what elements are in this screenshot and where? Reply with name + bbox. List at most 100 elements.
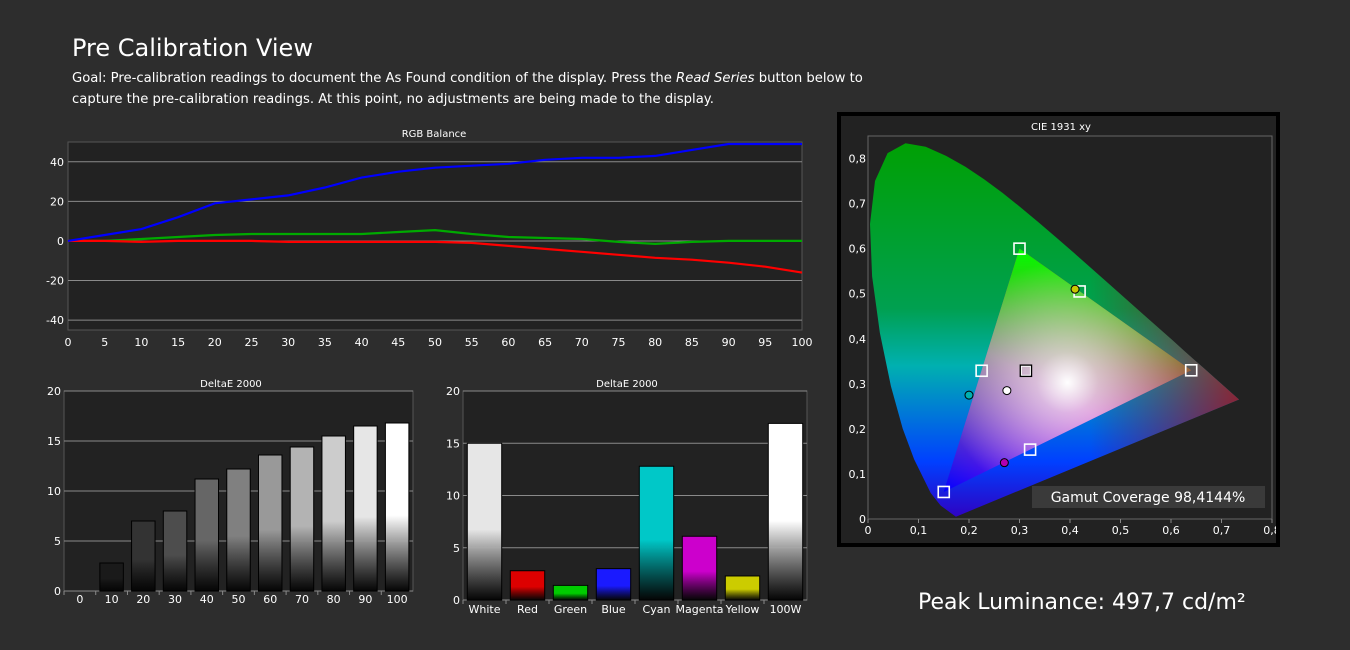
rgb-xtick-label: 65	[538, 336, 552, 349]
gs-xtick-label: 40	[200, 593, 214, 606]
rgb-xtick-label: 90	[722, 336, 736, 349]
gs-bar	[321, 435, 346, 592]
col-ytick-label: 0	[453, 594, 460, 607]
cie-chart-title: CIE 1931 xy	[1031, 122, 1091, 133]
rgb-balance-chart: RGB Balance -40 -20 0 20 40 0 5 10 15 20 25 30 35 40 4…	[46, 129, 812, 349]
gs-bar	[384, 422, 410, 592]
peak-luminance: Peak Luminance: 497,7 cd/m²	[918, 590, 1246, 615]
goal-text: Goal: Pre-calibration readings to docume…	[72, 68, 872, 110]
gs-xtick-label: 90	[358, 593, 372, 606]
cie-ytick-label: 0,8	[849, 153, 867, 166]
col-grid	[463, 390, 807, 601]
gs-bars	[99, 422, 410, 592]
gs-bar	[162, 510, 188, 592]
rgb-series-line	[68, 228, 802, 246]
gs-ytick-label: 10	[47, 485, 61, 498]
col-ytick-label: 20	[446, 385, 460, 398]
cie-target-red	[1184, 364, 1198, 377]
rgb-xtick-label: 100	[792, 336, 813, 349]
gs-ytick-label: 15	[47, 435, 61, 448]
cie-target-magenta	[1023, 443, 1037, 456]
cie-ytick-label: 0,6	[849, 243, 867, 256]
cie-xtick-label: 0,7	[1213, 524, 1231, 537]
rgb-ytick-label: -20	[46, 275, 64, 288]
cie-target-cyan	[975, 364, 988, 378]
col-bar	[638, 465, 675, 601]
cie-triangle-white	[943, 248, 1192, 492]
col-xtick-label: White	[469, 603, 501, 616]
col-xtick-label: Yellow	[725, 603, 760, 616]
col-xtick-label: 100W	[770, 603, 802, 616]
cie-xtick-label: 0,4	[1061, 524, 1079, 537]
rgb-xtick-label: 15	[171, 336, 185, 349]
cie-ytick-label: 0	[859, 513, 866, 526]
cie-target-blue	[937, 485, 951, 499]
cie-chart-frame: CIE 1931 xy 0 0,1 0,2 0,3 0,4 0,5 0,6 0,7 0,8 0 0,…	[837, 112, 1281, 547]
gs-ytick-label: 5	[54, 535, 61, 548]
cie-gamut-triangle	[943, 248, 1192, 492]
rgb-xtick-label: 55	[465, 336, 479, 349]
cie-target-white-inner	[1020, 365, 1031, 376]
col-ytick-label: 10	[446, 490, 460, 503]
col-xtick-label: Blue	[601, 603, 626, 616]
rgb-tick-labels: -40 -20 0 20 40 0 5 10 15 20 25 30 35 40 45 50 55 60 65 70 7…	[46, 156, 812, 349]
gs-bar	[289, 446, 315, 592]
gs-xtick-label: 50	[232, 593, 246, 606]
rgb-xtick-label: 25	[245, 336, 259, 349]
gs-xtick-label: 70	[295, 593, 309, 606]
gs-bar	[226, 468, 251, 592]
gs-xtick-label: 80	[327, 593, 341, 606]
gs-bar	[131, 520, 156, 592]
rgb-ytick-label: 0	[57, 235, 64, 248]
col-xtick-label: Magenta	[675, 603, 723, 616]
gs-ytick-label: 20	[47, 385, 61, 398]
gs-ytick-label: 0	[54, 585, 61, 598]
col-xtick-label: Red	[517, 603, 538, 616]
rgb-xtick-label: 45	[391, 336, 405, 349]
cie-measured-magenta	[999, 458, 1009, 468]
col-bar	[681, 535, 718, 601]
rgb-xtick-label: 35	[318, 336, 332, 349]
rgb-ytick-label: 20	[50, 195, 64, 208]
rgb-xtick-label: 20	[208, 336, 222, 349]
rgb-xtick-label: 75	[612, 336, 626, 349]
goal-suffix: button below to capture the pre-calibrat…	[72, 71, 863, 107]
gs-bar	[194, 478, 220, 592]
cie-measured-white	[1002, 386, 1012, 396]
col-ytick-label: 5	[453, 542, 460, 555]
gamut-coverage-box	[1032, 486, 1265, 508]
col-bar	[724, 575, 761, 601]
cie-ytick-label: 0,7	[849, 198, 867, 211]
rgb-xtick-label: 30	[281, 336, 295, 349]
gamut-coverage-label: Gamut Coverage 98,4144%	[1051, 490, 1246, 506]
col-bar	[767, 422, 804, 601]
grayscale-deltae-chart: DeltaE 2000 0 5 10 15 20 0 10 20 30 40 50 60 70 80 90 1…	[47, 379, 414, 606]
col-xtick-label: Green	[554, 603, 587, 616]
cie-xtick-label: 0,6	[1162, 524, 1180, 537]
col-bar	[509, 570, 546, 601]
goal-emphasis: Read Series	[676, 71, 755, 86]
rgb-xtick-label: 40	[355, 336, 369, 349]
cie-xtick-label: 0	[865, 524, 872, 537]
rgb-xtick-label: 60	[501, 336, 515, 349]
cie-ytick-label: 0,2	[849, 423, 867, 436]
rgb-xtick-label: 0	[65, 336, 72, 349]
rgb-xtick-label: 50	[428, 336, 442, 349]
gs-tick-labels: 0 5 10 15 20 0 10 20 30 40 50 60 70 80 90 100	[47, 385, 408, 606]
cie-ytick-label: 0,4	[849, 333, 867, 346]
col-xtick-label: Cyan	[643, 603, 671, 616]
col-ytick-label: 15	[446, 437, 460, 450]
cie-xtick-label: 0,3	[1011, 524, 1029, 537]
cie-ytick-label: 0,3	[849, 378, 867, 391]
rgb-xtick-label: 95	[758, 336, 772, 349]
gs-bar	[99, 562, 124, 592]
gs-bar	[353, 425, 378, 592]
col-chart-title: DeltaE 2000	[596, 379, 658, 390]
rgb-series-line	[68, 239, 803, 274]
gs-xtick-label: 10	[105, 593, 119, 606]
cie-tick-labels: 0 0,1 0,2 0,3 0,4 0,5 0,6 0,7 0,8 0 0,1 0,2 0,3 0,4 0,…	[849, 153, 1281, 537]
cie-xtick-label: 0,8	[1263, 524, 1276, 537]
rgb-chart-title: RGB Balance	[402, 129, 467, 140]
rgb-xtick-label: 85	[685, 336, 699, 349]
col-bar	[466, 442, 503, 601]
